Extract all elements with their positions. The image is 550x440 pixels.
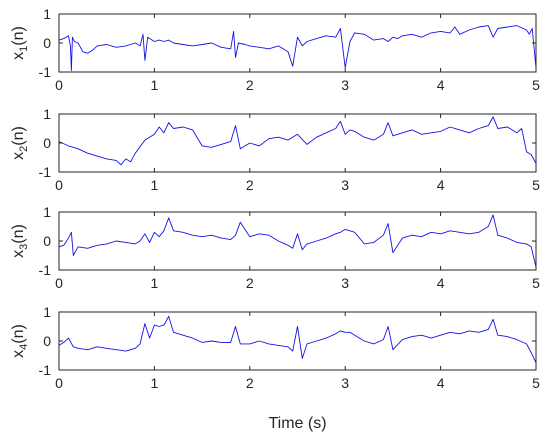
x-tick-label: 5: [532, 77, 540, 93]
x-tick-label: 0: [55, 77, 63, 93]
x-axis-label: Time (s): [268, 415, 326, 432]
x-tick-label: 4: [437, 375, 445, 391]
axes-frame: [58, 13, 537, 73]
x-tick-label: 5: [532, 177, 540, 193]
y-axis-label: x1(n): [10, 26, 30, 60]
signal-line: [58, 25, 537, 71]
x-tick-label: 1: [151, 275, 159, 291]
axes-frame: [58, 211, 537, 271]
x-tick-label: 1: [151, 177, 159, 193]
y-tick-label: 0: [43, 233, 51, 249]
x-tick-label: 3: [341, 177, 349, 193]
x-tick-label: 2: [246, 375, 254, 391]
x-tick-label: 5: [532, 375, 540, 391]
y-axis-label: x2(n): [10, 126, 30, 160]
x-tick-label: 3: [341, 77, 349, 93]
y-axis-label: x3(n): [10, 224, 30, 258]
y-tick-label: -1: [39, 262, 52, 278]
x-tick-label: 2: [246, 77, 254, 93]
y-tick-label: 1: [43, 304, 51, 320]
y-tick-label: 1: [43, 106, 51, 122]
x-tick-label: 3: [341, 275, 349, 291]
y-tick-label: -1: [39, 64, 52, 80]
subplot-3: 0 1 2 3 4 510-1x3(n): [10, 204, 540, 291]
y-tick-label: 0: [43, 333, 51, 349]
y-tick-label: 0: [43, 35, 51, 51]
axes-frame: [58, 113, 537, 173]
y-axis-label: x4(n): [10, 324, 30, 358]
x-tick-label: 2: [246, 275, 254, 291]
signal-line: [58, 116, 537, 166]
x-tick-label: 5: [532, 275, 540, 291]
signal-line: [58, 315, 537, 363]
y-tick-label: -1: [39, 164, 52, 180]
x-tick-label: 4: [437, 77, 445, 93]
x-tick-label: 2: [246, 177, 254, 193]
x-tick-label: 0: [55, 375, 63, 391]
x-tick-label: 4: [437, 275, 445, 291]
y-tick-label: 1: [43, 204, 51, 220]
x-tick-label: 0: [55, 275, 63, 291]
axes-frame: [58, 311, 537, 371]
y-tick-label: 0: [43, 135, 51, 151]
subplot-2: 0 1 2 3 4 510-1x2(n): [10, 106, 540, 193]
x-tick-label: 0: [55, 177, 63, 193]
subplot-4: 0 1 2 3 4 510-1x4(n): [10, 304, 540, 391]
subplot-1: 0 1 2 3 4 510-1x1(n): [10, 6, 540, 93]
x-tick-label: 4: [437, 177, 445, 193]
x-tick-label: 1: [151, 77, 159, 93]
y-tick-label: 1: [43, 6, 51, 22]
y-tick-label: -1: [39, 362, 52, 378]
signal-line: [58, 214, 537, 268]
x-tick-label: 1: [151, 375, 159, 391]
x-tick-label: 3: [341, 375, 349, 391]
